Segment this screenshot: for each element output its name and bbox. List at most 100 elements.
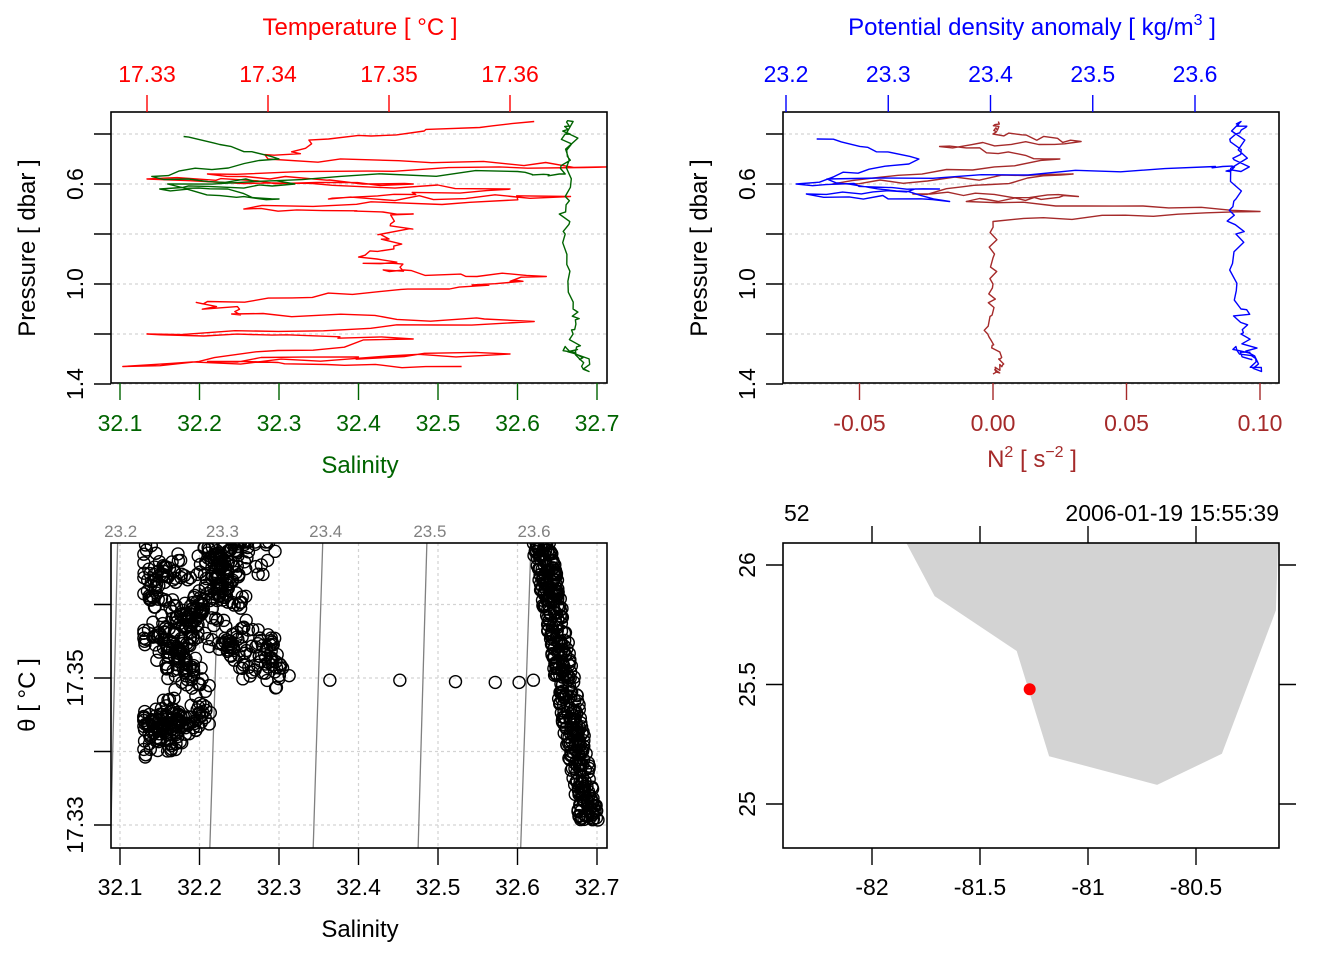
ts-point (536, 547, 550, 561)
ts-point (557, 659, 571, 674)
longitude-axis-label: -82 (855, 874, 888, 900)
ts-point (164, 738, 179, 753)
ts-point (547, 592, 561, 606)
ts-point (156, 693, 171, 707)
ts-point (165, 593, 180, 607)
ts-point (137, 566, 151, 580)
ts-point (137, 713, 151, 728)
ts-point (255, 638, 270, 653)
ts-point (168, 683, 182, 697)
ts-point (259, 543, 273, 549)
ts-point (241, 623, 256, 637)
ts-point (148, 709, 163, 723)
ts-point (183, 571, 198, 585)
ts-point (251, 658, 265, 672)
density-axis-title: Potential density anomaly [ kg/m3 ] (848, 12, 1216, 41)
ts-point (236, 672, 250, 686)
pressure-axis-label: 0.6 (734, 168, 760, 200)
ts-point (488, 675, 502, 690)
ts-point (267, 631, 282, 646)
pressure-axis-label: 1.4 (734, 368, 760, 400)
density-axis-label: 23.6 (1173, 61, 1218, 87)
ts-point (185, 681, 199, 695)
latitude-axis-label: 25 (734, 791, 760, 817)
ts-point (192, 719, 206, 733)
ts-point (553, 634, 568, 648)
ts-point (586, 795, 600, 810)
isopycnal-line (520, 543, 532, 848)
coastline-land (906, 543, 1279, 785)
ts-point (220, 644, 235, 659)
ts-point (561, 706, 575, 720)
ts-point (177, 568, 192, 583)
ts-point (269, 680, 284, 695)
ts-point (549, 589, 564, 603)
ts-point (580, 795, 595, 809)
ts-point (139, 632, 153, 646)
ts-point (202, 639, 216, 654)
ts-point (570, 729, 585, 743)
ts-point (143, 566, 157, 581)
ts-point (275, 661, 290, 675)
ts-point (245, 622, 260, 637)
ts-point (549, 606, 564, 621)
ts-point (256, 567, 270, 582)
ts-point (568, 725, 582, 740)
profile-lines (122, 120, 607, 373)
salinity-axis-label: 32.7 (575, 410, 620, 436)
ts-point (526, 673, 541, 687)
station-datetime: 2006-01-19 15:55:39 (1065, 500, 1279, 526)
ts-point (563, 752, 577, 767)
ts-point (159, 560, 174, 575)
ts-point (151, 564, 165, 579)
ts-point (557, 644, 571, 658)
ts-point (588, 804, 602, 818)
salinity-axis-label: 32.3 (257, 410, 302, 436)
ts-point (196, 604, 210, 619)
salinity-axis-label: 32.3 (257, 874, 302, 900)
salinity-profile-line (151, 120, 591, 373)
ts-point (189, 723, 203, 738)
salinity-axis-title: Salinity (321, 916, 398, 943)
salinity-axis-label: 32.1 (98, 874, 143, 900)
ts-point (564, 712, 578, 726)
ts-point (171, 709, 185, 723)
ts-point (209, 611, 223, 626)
longitude-axis-label: -81.5 (954, 874, 1006, 900)
ts-point (150, 653, 164, 667)
ts-point (202, 678, 216, 693)
salinity-axis-label: 32.4 (336, 874, 381, 900)
salinity-axis-label: 32.5 (416, 874, 461, 900)
station-label: 52 (784, 500, 810, 526)
ts-point (265, 658, 280, 672)
ts-point (553, 695, 567, 710)
ts-point (568, 693, 582, 708)
ts-point (169, 723, 183, 737)
ts-point (167, 691, 181, 706)
salinity-axis-label: 32.5 (416, 410, 461, 436)
ts-point (212, 642, 226, 656)
ts-point (182, 618, 196, 632)
ts-point (144, 543, 158, 553)
ts-point (178, 710, 193, 724)
temperature-axis-title: Temperature [ °C ] (263, 14, 458, 41)
ts-scatter (111, 543, 605, 848)
ts-point (578, 774, 592, 788)
station-map-frame (782, 542, 1280, 849)
ts-point (137, 547, 151, 561)
ts-point (265, 637, 280, 652)
ts-point (173, 608, 188, 622)
isopycnal-line (312, 543, 324, 848)
ts-point (541, 590, 556, 605)
ts-point (170, 662, 185, 676)
isopycnal-line (417, 543, 428, 848)
ts-point (194, 661, 208, 675)
density-axis-label: 23.3 (866, 61, 911, 87)
n2-axis-label: 0.10 (1238, 410, 1283, 436)
ts-point (251, 567, 265, 581)
salinity-axis-label: 32.6 (495, 874, 540, 900)
isopycnal-label: 23.6 (517, 522, 550, 541)
ts-point (173, 553, 188, 568)
ts-point (249, 640, 263, 654)
